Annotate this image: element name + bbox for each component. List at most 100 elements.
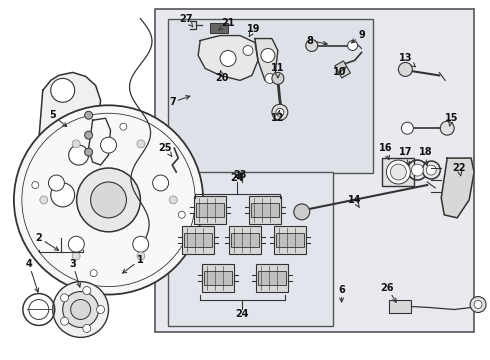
Text: 25: 25 [159, 143, 172, 156]
Circle shape [32, 181, 39, 189]
Circle shape [261, 49, 275, 62]
Bar [196, 203, 224, 217]
Bar [276, 233, 304, 247]
Text: 8: 8 [306, 36, 327, 46]
Circle shape [97, 306, 104, 314]
Bar [390, 300, 412, 314]
Circle shape [137, 252, 145, 260]
Text: 9: 9 [351, 30, 365, 43]
Text: 4: 4 [25, 259, 39, 292]
Circle shape [276, 108, 284, 116]
Text: 24: 24 [235, 310, 249, 319]
Bar [182, 226, 214, 254]
Circle shape [71, 300, 91, 319]
Circle shape [85, 111, 93, 119]
Circle shape [40, 196, 48, 204]
Circle shape [83, 324, 91, 332]
Bar [274, 226, 306, 254]
Circle shape [51, 183, 74, 207]
Circle shape [265, 73, 275, 84]
Text: 27: 27 [179, 14, 193, 27]
Circle shape [387, 160, 410, 184]
Circle shape [91, 182, 126, 218]
Circle shape [72, 252, 80, 260]
Text: 18: 18 [418, 147, 432, 166]
Bar [202, 264, 234, 292]
Text: 14: 14 [348, 195, 361, 208]
Bar [155, 9, 474, 332]
Text: 5: 5 [49, 110, 67, 127]
Circle shape [272, 104, 288, 120]
Circle shape [72, 140, 80, 148]
Polygon shape [255, 39, 278, 80]
Circle shape [133, 236, 148, 252]
Bar [204, 271, 232, 285]
Circle shape [100, 137, 117, 153]
Text: 26: 26 [381, 283, 396, 302]
Circle shape [85, 131, 93, 139]
Circle shape [220, 50, 236, 67]
Circle shape [412, 164, 423, 176]
Circle shape [49, 175, 64, 191]
Polygon shape [441, 158, 474, 218]
Circle shape [169, 196, 177, 204]
Circle shape [272, 72, 284, 84]
Circle shape [294, 204, 310, 220]
Circle shape [422, 161, 440, 179]
Circle shape [61, 317, 69, 325]
Text: 6: 6 [338, 284, 345, 302]
Text: 3: 3 [69, 259, 80, 287]
Circle shape [83, 287, 91, 294]
Polygon shape [89, 118, 111, 165]
Circle shape [69, 236, 84, 252]
Bar [194, 196, 226, 224]
Circle shape [440, 121, 454, 135]
Bar [168, 19, 372, 173]
Text: 16: 16 [379, 143, 392, 159]
Circle shape [153, 175, 169, 191]
Text: 19: 19 [247, 24, 261, 37]
Text: 17: 17 [399, 147, 412, 166]
Bar [335, 61, 350, 78]
Polygon shape [198, 36, 258, 80]
Text: 10: 10 [333, 67, 346, 77]
Text: 7: 7 [169, 96, 190, 107]
Bar [168, 172, 333, 327]
Circle shape [178, 211, 185, 218]
Text: 15: 15 [444, 113, 458, 126]
Bar [256, 264, 288, 292]
Circle shape [474, 301, 482, 309]
Bar [231, 233, 259, 247]
Polygon shape [37, 72, 100, 210]
Circle shape [85, 148, 93, 156]
Text: 21: 21 [219, 18, 235, 30]
Text: 24: 24 [230, 173, 244, 183]
Text: 2: 2 [35, 233, 59, 250]
Circle shape [120, 123, 127, 130]
Bar [251, 203, 279, 217]
Circle shape [90, 270, 97, 276]
Circle shape [398, 62, 413, 76]
Circle shape [69, 145, 89, 165]
Circle shape [306, 40, 318, 51]
Text: 22: 22 [452, 163, 466, 176]
Bar [210, 23, 228, 32]
Text: 23: 23 [233, 170, 247, 180]
Circle shape [470, 297, 486, 312]
Bar [184, 233, 212, 247]
Circle shape [61, 294, 69, 302]
Text: 11: 11 [271, 63, 285, 78]
Circle shape [14, 105, 203, 294]
Bar [383, 158, 415, 186]
Bar [249, 196, 281, 224]
Circle shape [426, 165, 436, 175]
Circle shape [347, 41, 358, 50]
Text: 20: 20 [215, 71, 229, 84]
Circle shape [391, 164, 406, 180]
Text: 1: 1 [122, 255, 144, 273]
Circle shape [137, 140, 145, 148]
Text: 12: 12 [271, 110, 285, 123]
Bar [229, 226, 261, 254]
Circle shape [63, 292, 98, 328]
Text: 13: 13 [399, 54, 416, 67]
